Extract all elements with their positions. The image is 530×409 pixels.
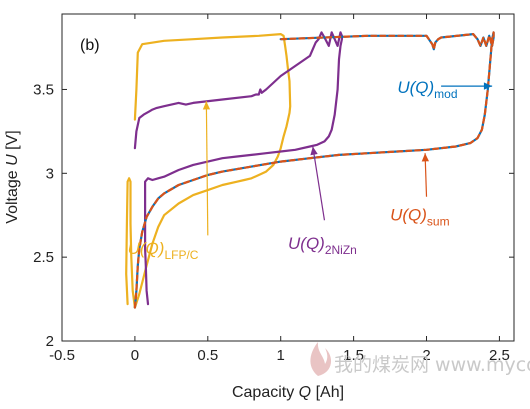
annotation-arrowhead-lfp [202, 101, 211, 110]
panel-label: (b) [80, 37, 100, 54]
watermark: 我的煤炭网 www.mycoal.cn [310, 342, 530, 376]
annotation-label-sum: U(Q)sum [390, 205, 450, 228]
y-tick-label: 3 [46, 165, 54, 182]
x-tick-label: 2.5 [489, 347, 510, 364]
x-tick-label: 0 [131, 347, 139, 364]
annotation-label-lfp: U(Q)LFP/C [128, 239, 199, 262]
series-layer [125, 31, 495, 309]
tick-layer: -0.5 0 0.5 1 1.5 2 2.5 2 2.5 3 3.5 [33, 14, 514, 364]
flame-logo-icon [310, 342, 332, 376]
annotation-label-mod: U(Q)mod [397, 78, 457, 101]
annotation-arrowhead-nizn [310, 146, 318, 156]
annotation-arrow-nizn [312, 146, 326, 221]
svg-text:我的煤炭网 www.mycoal.cn: 我的煤炭网 www.mycoal.cn [334, 354, 530, 376]
x-tick-label: 2 [422, 347, 430, 364]
annotation-arrowhead-mod [483, 82, 493, 90]
y-tick-label: 2 [46, 333, 54, 350]
y-tick-label: 2.5 [33, 249, 54, 266]
annotation-arrow-lfp [205, 101, 209, 236]
x-tick-label: 1.5 [343, 347, 364, 364]
x-tick-label: 1 [277, 347, 285, 364]
y-tick-label: 3.5 [33, 81, 54, 98]
annotation-layer: U(Q)LFP/C U(Q)2NiZn U(Q)sum U(Q)mod [128, 78, 493, 262]
annotation-arrowhead-sum [421, 153, 429, 162]
series-line-lfp-c [125, 32, 292, 309]
x-tick-label: 0.5 [197, 347, 218, 364]
series-line-2nizn [133, 31, 343, 306]
annotation-label-nizn: U(Q)2NiZn [288, 234, 357, 257]
y-axis-title: Voltage U [V] [4, 130, 21, 223]
x-tick-label: -0.5 [49, 347, 75, 364]
series-line-sum [133, 31, 495, 309]
x-axis-title: Capacity Q [Ah] [232, 384, 344, 401]
